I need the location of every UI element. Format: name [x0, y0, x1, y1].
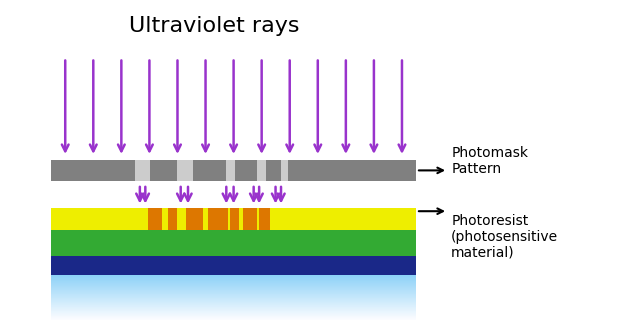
Bar	[51, 314, 416, 315]
Bar	[51, 291, 416, 292]
Bar	[51, 292, 416, 293]
Bar	[51, 302, 416, 303]
Bar	[51, 310, 416, 311]
Bar	[208, 208, 228, 230]
Bar	[51, 275, 416, 276]
Bar	[148, 208, 163, 230]
Text: Photoresist
(photosensitive
material): Photoresist (photosensitive material)	[451, 214, 558, 260]
Bar	[51, 318, 416, 319]
Bar	[51, 306, 416, 307]
Bar	[51, 308, 416, 309]
Bar	[51, 160, 135, 181]
Bar	[51, 256, 416, 275]
Text: Ultraviolet rays: Ultraviolet rays	[129, 16, 300, 36]
Bar	[51, 289, 416, 290]
Bar	[51, 319, 416, 320]
Bar	[51, 280, 416, 281]
Bar	[51, 281, 416, 282]
Bar	[51, 298, 416, 299]
Bar	[193, 160, 227, 181]
Bar	[51, 279, 416, 280]
Bar	[51, 299, 416, 300]
Bar	[51, 288, 416, 289]
Bar	[51, 287, 416, 288]
Bar	[51, 301, 416, 302]
Bar	[51, 295, 416, 296]
Bar	[51, 307, 416, 308]
Bar	[51, 294, 416, 295]
Bar	[51, 296, 416, 297]
Bar	[51, 293, 416, 294]
Bar	[51, 309, 416, 310]
Bar	[51, 297, 416, 298]
Bar	[51, 305, 416, 306]
Text: Photomask
Pattern: Photomask Pattern	[451, 146, 528, 176]
Bar	[51, 283, 416, 284]
Bar	[51, 282, 416, 283]
Bar	[51, 304, 416, 305]
Bar	[51, 303, 416, 304]
Bar	[51, 315, 416, 316]
Bar	[243, 208, 257, 230]
Bar	[186, 208, 203, 230]
Bar	[51, 317, 416, 318]
Bar	[168, 208, 177, 230]
Bar	[51, 230, 416, 256]
Bar	[51, 208, 416, 230]
Bar	[51, 278, 416, 279]
Bar	[259, 208, 270, 230]
Bar	[236, 160, 257, 181]
Bar	[51, 276, 416, 277]
Bar	[51, 285, 416, 286]
Bar	[150, 160, 177, 181]
Bar	[51, 311, 416, 312]
Bar	[51, 284, 416, 285]
Bar	[51, 312, 416, 313]
Bar	[266, 160, 281, 181]
Bar	[51, 313, 416, 314]
Bar	[51, 160, 416, 181]
Bar	[51, 277, 416, 278]
Bar	[51, 286, 416, 287]
Bar	[51, 290, 416, 291]
Bar	[51, 300, 416, 301]
Bar	[230, 208, 239, 230]
Bar	[289, 160, 416, 181]
Bar	[51, 316, 416, 317]
